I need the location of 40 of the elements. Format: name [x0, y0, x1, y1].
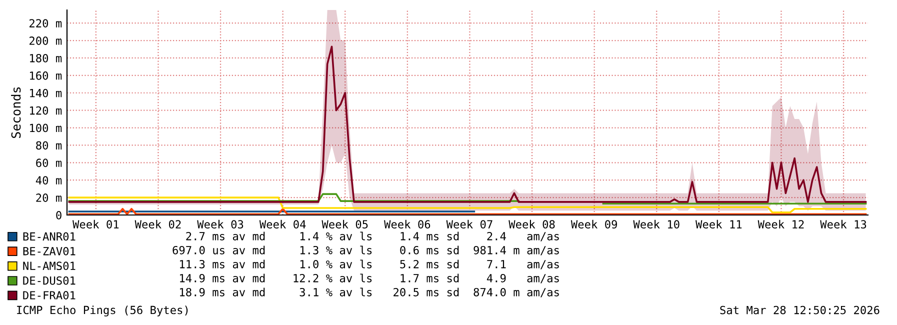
line-series	[68, 196, 867, 214]
y-tick-label: 20 m	[36, 194, 62, 202]
x-tick-label: Week 09	[570, 220, 617, 229]
x-tick-label: Week 02	[134, 220, 181, 229]
legend-label: DE-DUS01	[23, 276, 76, 285]
text: 11.3 ms av md 1.0 % av ls 5.2 ms sd 7.1 am/as	[180, 260, 559, 270]
legend-label: DE-FRA01	[23, 291, 76, 300]
x-tick-label: Week 05	[322, 220, 368, 229]
text: Sat Mar 28 12:50:25 2026	[720, 306, 880, 314]
text: 14.9 ms av md 12.2 % av ls 1.7 ms sd 4.9 am/as	[180, 274, 559, 284]
legend-label: NL-AMS01	[23, 262, 76, 270]
text: 697.0 us av md 1.3 % av ls 0.6 ms sd 981.4 m am/as	[172, 246, 559, 256]
x-tick-label: Week 12	[758, 220, 804, 229]
y-tick-label: 140 m	[30, 88, 62, 98]
x-tick-label: Week 07	[446, 220, 492, 229]
y-tick-label: 40 m	[36, 176, 62, 185]
x-tick-label: Week 13	[820, 220, 866, 229]
text: 18.9 ms av md 3.1 % av ls 20.5 ms sd 874.0 m am/as	[180, 288, 559, 298]
y-tick-label: 200 m	[30, 36, 62, 45]
y-tick-label: 100 m	[30, 124, 62, 132]
y-tick-label: 160 m	[30, 71, 62, 80]
x-tick-label: Week 04	[259, 220, 306, 229]
y-tick-label: 180 m	[30, 54, 62, 62]
y-tick-label: 80 m	[36, 141, 62, 150]
x-tick-label: Week 10	[633, 220, 680, 229]
x-tick-label: Week 03	[197, 220, 244, 229]
text: ICMP Echo Pings (56 Bytes)	[17, 306, 188, 316]
x-tick-label: Week 01	[72, 220, 119, 229]
y-tick-label: 220 m	[30, 19, 62, 28]
legend-label: BE-ANR01	[23, 232, 76, 241]
x-tick-label: Week 11	[696, 220, 742, 229]
y-axis-title: Seconds	[11, 87, 21, 138]
legend-label: BE-ZAV01	[23, 246, 76, 256]
y-tick-label: 120 m	[30, 106, 62, 115]
x-tick-label: Week 06	[384, 220, 430, 229]
y-tick-label: 60 m	[36, 158, 62, 168]
x-tick-label: Week 08	[508, 220, 555, 229]
text: 2.7 ms av md 1.4 % av ls 1.4 ms sd 2.4 am/as	[186, 232, 559, 242]
y-tick-label: 0	[56, 211, 62, 220]
line-series	[68, 46, 867, 203]
